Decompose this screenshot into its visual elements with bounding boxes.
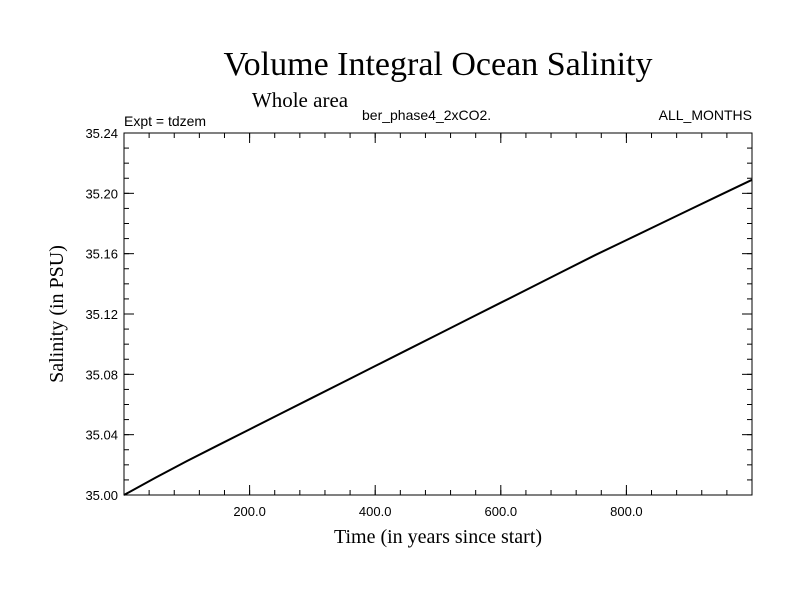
y-axis-tick-labels: 35.00 35.04 35.08 35.12 35.16 35.20 35.24 — [85, 126, 118, 503]
x-axis-ticks — [148, 133, 728, 495]
x-tick-label: 600.0 — [485, 504, 518, 519]
x-tick-label: 800.0 — [610, 504, 643, 519]
y-tick-label: 35.12 — [85, 307, 118, 322]
x-axis-tick-labels: 200.0 400.0 600.0 800.0 — [233, 504, 642, 519]
x-axis-label: Time (in years since start) — [334, 526, 542, 548]
y-tick-label: 35.00 — [85, 488, 118, 503]
plot-frame — [123, 132, 753, 496]
y-tick-label: 35.08 — [85, 367, 118, 382]
chart-subtitle: Whole area — [252, 88, 349, 112]
y-axis-ticks — [124, 132, 752, 496]
run-name-label: ber_phase4_2xCO2. — [362, 107, 491, 123]
y-tick-label: 35.16 — [85, 247, 118, 262]
experiment-label: Expt = tdzem — [124, 113, 206, 129]
salinity-series-line — [123, 178, 753, 496]
y-axis-label: Salinity (in PSU) — [46, 245, 68, 383]
x-tick-label: 200.0 — [233, 504, 266, 519]
chart-title: Volume Integral Ocean Salinity — [224, 46, 653, 83]
y-tick-label: 35.20 — [85, 186, 118, 201]
x-tick-label: 400.0 — [359, 504, 392, 519]
y-tick-label: 35.24 — [85, 126, 118, 141]
y-tick-label: 35.04 — [85, 428, 118, 443]
period-label: ALL_MONTHS — [659, 107, 752, 123]
